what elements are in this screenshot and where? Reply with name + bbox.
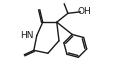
Text: HN: HN <box>20 31 34 40</box>
Text: OH: OH <box>78 7 91 16</box>
